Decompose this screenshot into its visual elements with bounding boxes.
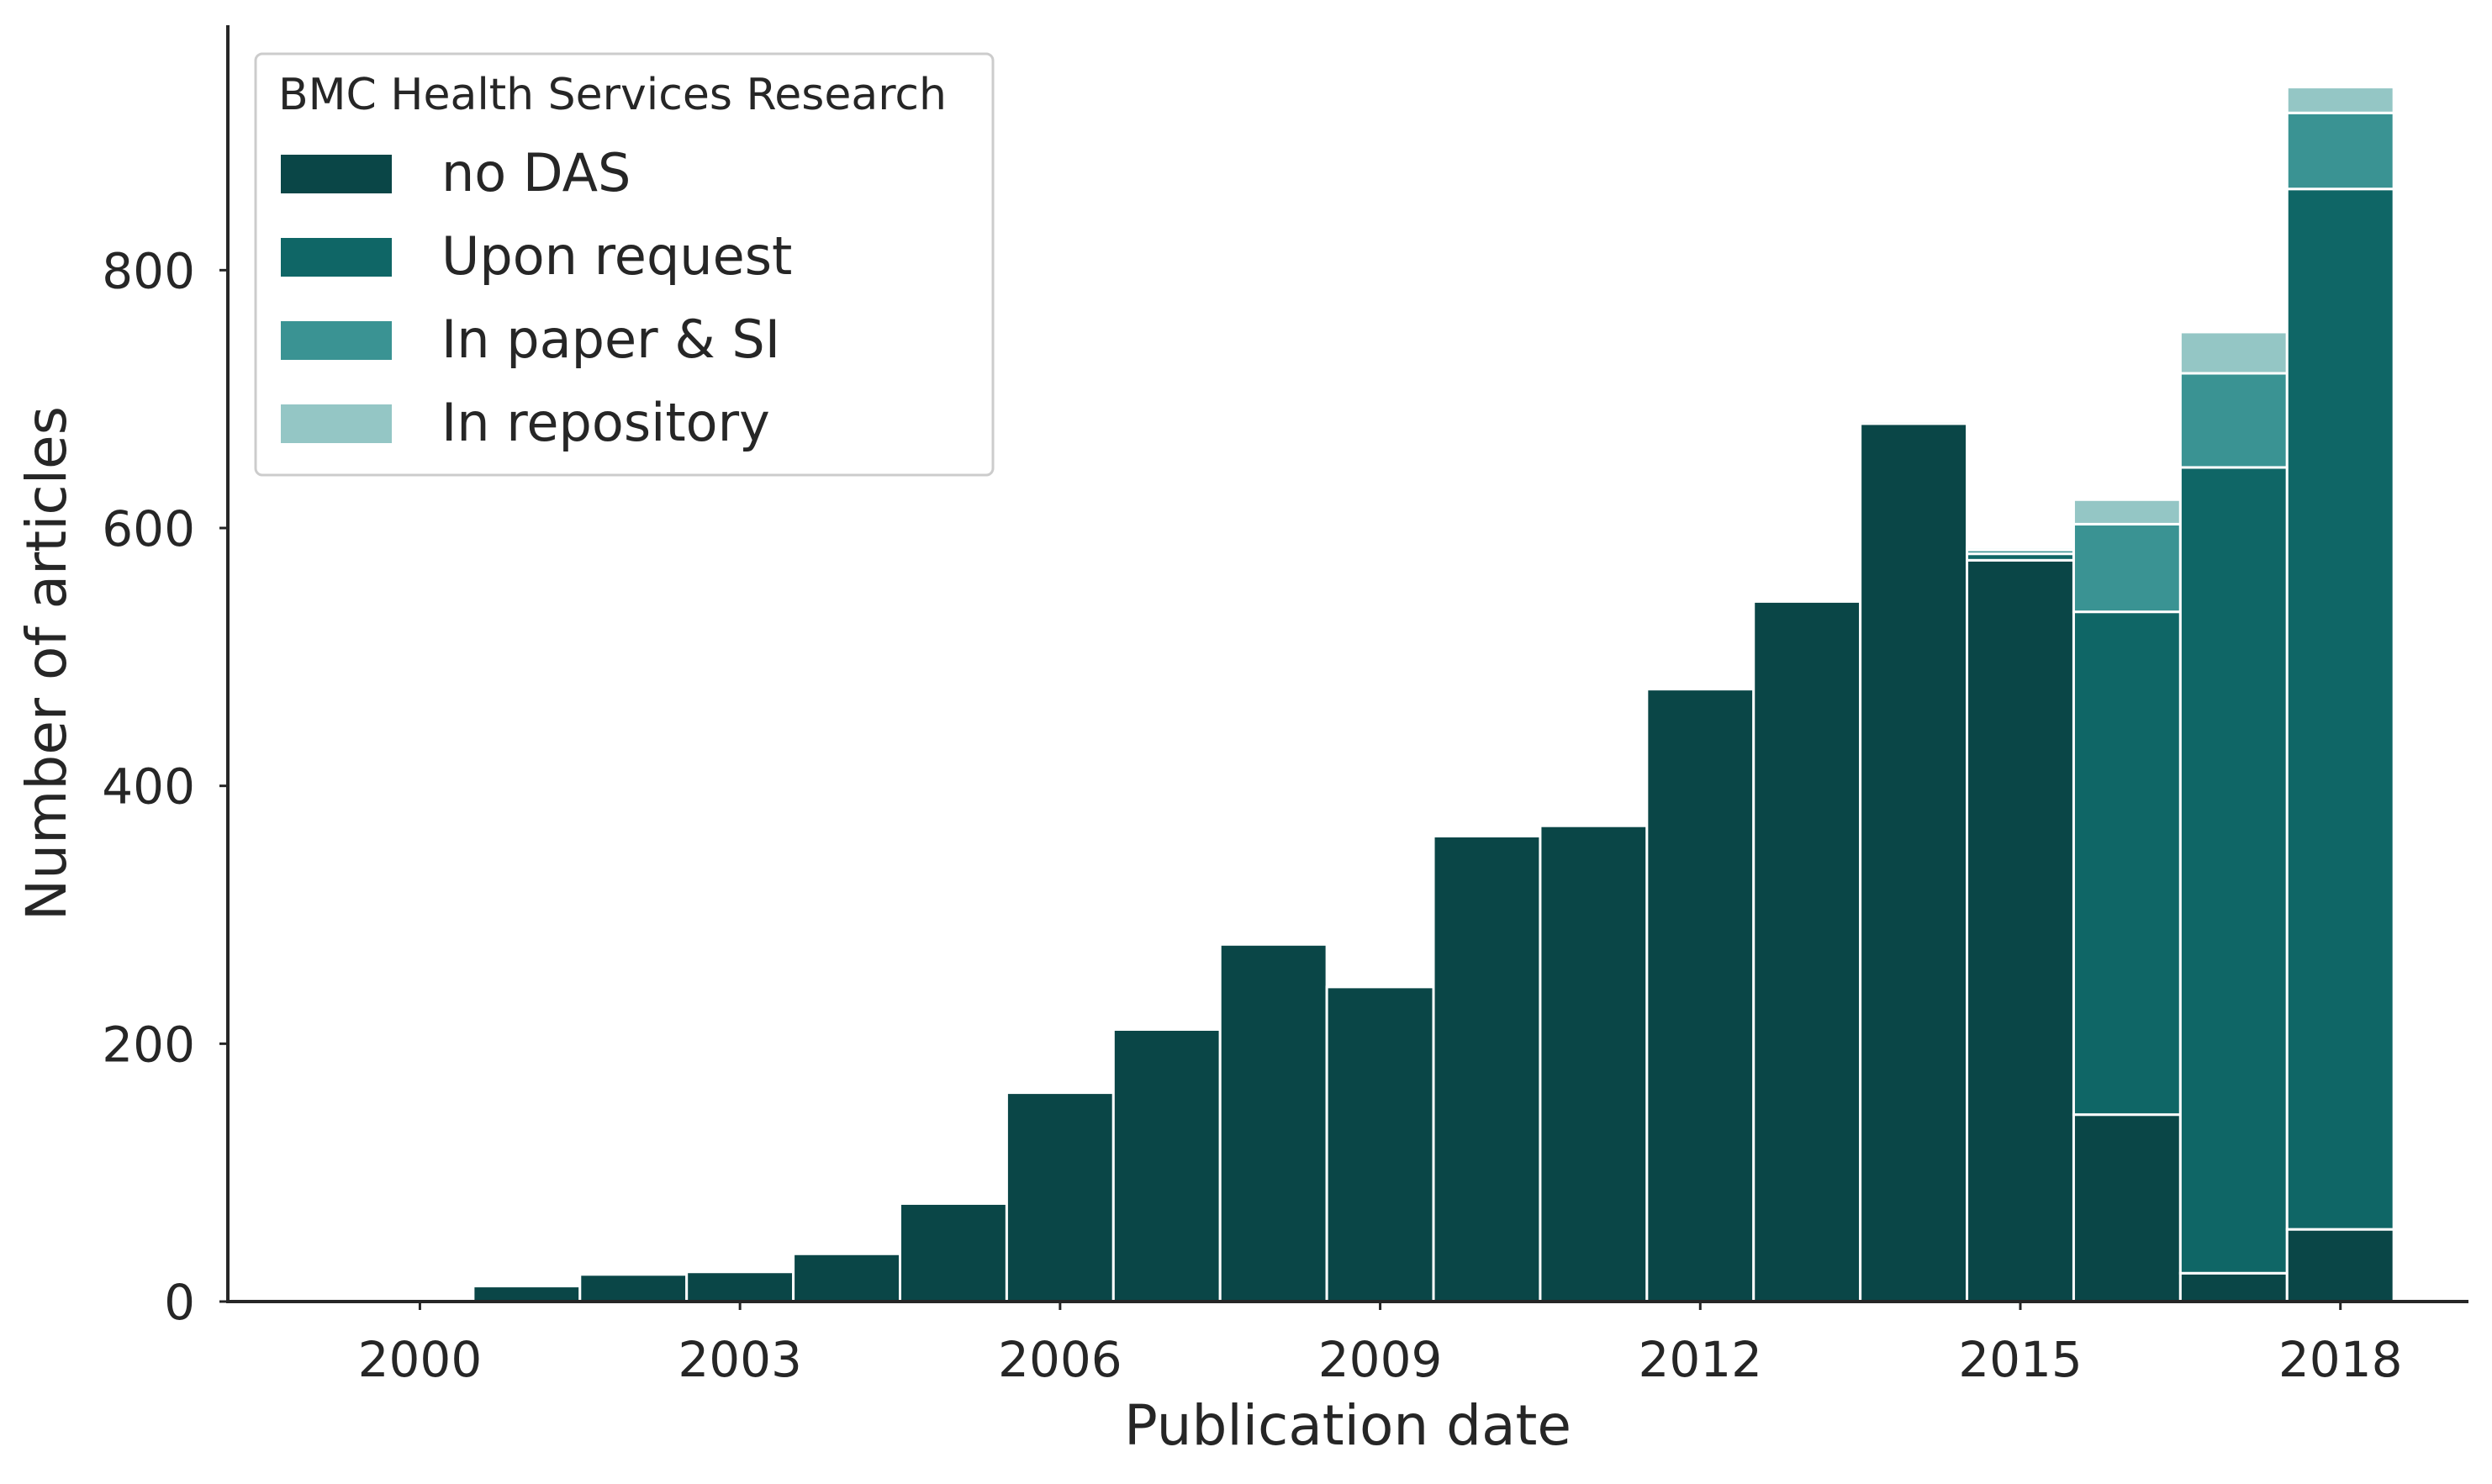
legend-swatch [281, 155, 392, 193]
legend-swatch [281, 404, 392, 443]
bars-layer [472, 86, 2395, 1303]
bar-2012-series-0 [1645, 688, 1755, 1303]
x-axis-title: Publication date [1124, 1393, 1571, 1458]
bar-2016-series-1 [2072, 610, 2182, 1117]
x-tick-label: 2018 [2278, 1331, 2403, 1388]
y-axis-title: Number of articles [14, 406, 79, 921]
bar-2018-series-2 [2285, 111, 2395, 191]
bar-2014-series-0 [1859, 422, 1969, 1303]
bar-2018-series-1 [2285, 187, 2395, 1231]
legend-frame [254, 52, 995, 477]
y-tick-label: 800 [102, 242, 195, 299]
bar-2017-series-2 [2178, 372, 2289, 469]
y-tick-label: 0 [164, 1274, 195, 1331]
bar-2017-series-3 [2178, 330, 2289, 375]
y-tick-labels: 0 200 400 600 800 [102, 242, 228, 1331]
bar-2006-series-0 [1005, 1091, 1115, 1303]
bar-2016-series-0 [2072, 1113, 2182, 1303]
bar-2015-series-3 [1966, 546, 2075, 552]
bar-2017-series-0 [2178, 1271, 2289, 1303]
bar-2005-series-0 [899, 1201, 1008, 1303]
bar-2001-series-0 [472, 1285, 582, 1303]
x-tick-label: 2015 [1958, 1331, 2083, 1388]
legend-entries: no DAS Upon request In paper & SI In reposi… [281, 142, 792, 453]
bar-2011-series-0 [1539, 824, 1649, 1303]
legend-title: BMC Health Services Research [278, 70, 947, 120]
bar-2007-series-0 [1111, 1027, 1222, 1303]
legend-swatch [281, 321, 392, 360]
bar-2018-series-3 [2285, 86, 2395, 114]
bar-2009-series-0 [1325, 985, 1435, 1303]
bar-2015-series-0 [1966, 558, 2075, 1303]
y-tick-label: 600 [102, 500, 195, 557]
y-tick-label: 400 [102, 758, 195, 816]
bar-2014-series-3 [1859, 418, 1969, 423]
bar-2002-series-0 [578, 1273, 689, 1303]
legend-label: In paper & SI [441, 309, 780, 370]
bar-2016-series-3 [2072, 498, 2182, 525]
axes-layer [226, 25, 2468, 1303]
x-tick-label: 2009 [1318, 1331, 1443, 1388]
bar-2008-series-0 [1218, 943, 1328, 1303]
legend-label: Upon request [441, 225, 792, 287]
legend-label: In repository [441, 392, 770, 453]
legend-label: no DAS [441, 142, 631, 203]
bar-2016-series-2 [2072, 522, 2182, 614]
legend-swatch [281, 238, 392, 277]
bar-2003-series-0 [685, 1270, 795, 1303]
x-tick-label: 2006 [998, 1331, 1122, 1388]
x-tick-labels: 2000 2003 2006 2009 2012 2015 2018 [358, 1302, 2403, 1388]
y-tick-label: 200 [102, 1016, 195, 1073]
legend: BMC Health Services Research no DAS Upon … [254, 52, 995, 477]
bar-2010-series-0 [1432, 834, 1542, 1303]
x-tick-label: 2000 [358, 1331, 483, 1388]
bar-2018-series-0 [2285, 1228, 2395, 1303]
x-tick-label: 2003 [678, 1331, 802, 1388]
bar-2013-series-0 [1752, 599, 1862, 1303]
bar-2004-series-0 [792, 1252, 901, 1303]
bar-2017-series-1 [2178, 466, 2289, 1275]
x-tick-label: 2012 [1638, 1331, 1762, 1388]
